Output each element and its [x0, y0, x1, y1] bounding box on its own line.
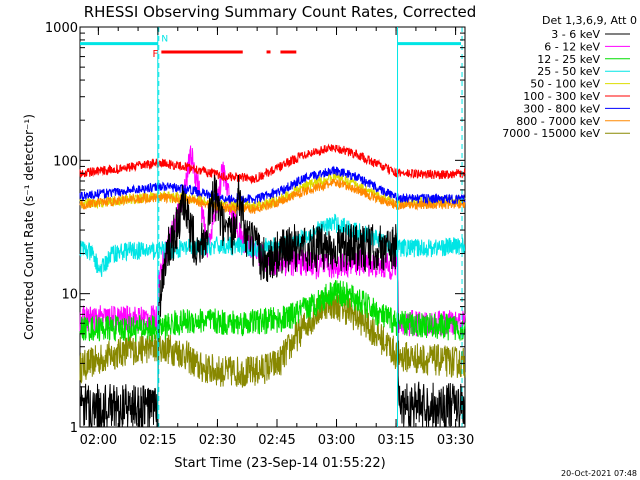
plot-area: NF 02:00 02:15 02:30 02:45 03:00 03:15 03:30 1 1…	[45, 21, 474, 448]
chart-title: RHESSI Observing Summary Count Rates, Co…	[84, 3, 477, 21]
x-tick-label: 03:15	[377, 433, 414, 448]
legend-label-50-100-kev: 50 - 100 keV	[530, 78, 600, 91]
legend-label-7000-15000-kev: 7000 - 15000 keV	[502, 127, 600, 140]
annotation-layer: NF	[80, 27, 463, 427]
legend-label-25-50-kev: 25 - 50 keV	[537, 65, 600, 78]
x-axis-label: Start Time (23-Sep-14 01:55:22)	[174, 456, 385, 471]
legend-title: Det 1,3,6,9, Att 0	[542, 14, 637, 27]
axis-layer: 02:00 02:15 02:30 02:45 03:00 03:15 03:30 1 10 10…	[45, 21, 474, 448]
x-tick-label: 02:15	[139, 433, 176, 448]
x-tick-label: 03:00	[318, 433, 355, 448]
x-tick-label: 02:00	[80, 433, 117, 448]
legend-label-100-300-kev: 100 - 300 keV	[523, 90, 600, 103]
plot-frame	[79, 26, 466, 428]
x-tick-label: 02:30	[199, 433, 236, 448]
legend-label-6-12-kev: 6 - 12 keV	[544, 40, 600, 53]
y-tick-label: 10	[61, 288, 78, 303]
flare-label: F	[153, 49, 159, 60]
series-line-7000-15000-kev	[79, 291, 466, 388]
footer-timestamp: 20-Oct-2021 07:48	[561, 469, 637, 478]
x-tick-label: 03:30	[437, 433, 474, 448]
series-line-12-25-kev	[79, 280, 466, 342]
y-axis-label: Corrected Count Rate (s⁻¹ detector⁻¹)	[22, 114, 36, 340]
series-line-25-50-kev	[79, 213, 466, 277]
night-label: N	[161, 35, 168, 45]
series-line-3-6-kev	[79, 174, 466, 428]
legend-label-300-800-kev: 300 - 800 keV	[523, 102, 600, 115]
x-tick-label: 02:45	[258, 433, 295, 448]
y-tick-label: 1000	[45, 21, 78, 36]
series-line-300-800-kev	[79, 165, 466, 205]
legend-label-3-6-kev: 3 - 6 keV	[551, 28, 600, 41]
y-tick-label: 1	[70, 421, 78, 436]
legend-label-800-7000-kev: 800 - 7000 keV	[516, 115, 600, 128]
series-layer	[79, 143, 466, 428]
legend-label-12-25-kev: 12 - 25 keV	[537, 53, 600, 66]
y-tick-label: 100	[53, 154, 78, 169]
series-line-100-300-kev	[79, 143, 466, 185]
